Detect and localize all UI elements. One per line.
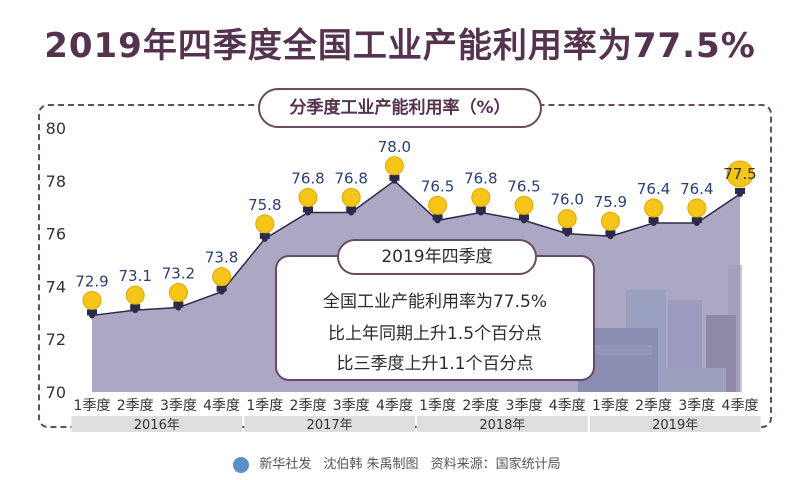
callout-line-3: 比三季度上升1.1个百分点: [336, 354, 534, 374]
x-tick-label-8: 1季度: [419, 398, 456, 414]
bulb-icon-9: [471, 187, 491, 207]
value-label-14: 76.4: [680, 180, 713, 198]
value-label-11: 76.0: [550, 191, 583, 209]
data-point-7: [391, 177, 398, 184]
data-point-2: [175, 304, 182, 311]
data-point-1: [132, 307, 139, 314]
x-tick-label-14: 3季度: [678, 398, 715, 414]
y-tick-label-0: 70: [46, 383, 66, 402]
data-point-11: [564, 230, 571, 237]
callout-line-1: 全国工业产能利用率为77.5%: [322, 292, 547, 312]
value-label-15: 77.5: [723, 165, 756, 183]
data-point-4: [261, 235, 268, 242]
x-tick-label-13: 2季度: [635, 398, 672, 414]
x-tick-label-4: 1季度: [246, 398, 283, 414]
callout-heading: 2019年四季度: [337, 239, 537, 275]
bulb-icon-4: [255, 214, 275, 234]
footer-authors: 沈伯韩 朱禹制图: [323, 457, 419, 472]
bulb-icon-6: [341, 187, 361, 207]
data-point-3: [218, 288, 225, 295]
value-label-7: 78.0: [378, 138, 411, 156]
data-point-9: [477, 209, 484, 216]
data-point-8: [434, 217, 441, 224]
data-point-13: [650, 220, 657, 227]
y-tick-label-1: 72: [46, 330, 66, 349]
year-band-3: [589, 416, 761, 432]
y-tick-label-5: 80: [46, 119, 66, 138]
data-point-0: [89, 312, 95, 319]
value-label-1: 73.1: [118, 267, 151, 285]
bulb-icon-7: [384, 156, 404, 176]
value-label-10: 76.5: [507, 177, 540, 195]
value-label-12: 75.9: [594, 193, 627, 211]
data-point-5: [305, 209, 311, 216]
bulb-icon-3: [212, 267, 232, 287]
summary-callout: 2019年四季度 全国工业产能利用率为77.5% 比上年同期上升1.5个百分点 …: [275, 239, 595, 381]
data-point-12: [607, 233, 614, 240]
bulb-icon-15: [726, 160, 754, 188]
xinhua-logo-icon: [233, 456, 250, 473]
bulb-icon-13: [644, 198, 664, 218]
value-label-0: 72.9: [75, 272, 108, 290]
bulb-icon-10: [514, 195, 534, 215]
year-band-0: [71, 416, 243, 432]
chart-subtitle: 分季度工业产能利用率（%）: [258, 88, 542, 128]
bulb-icon-8: [428, 195, 448, 215]
year-label-0: 2016年: [134, 418, 180, 433]
x-tick-label-9: 2季度: [462, 398, 499, 414]
bulb-icon-1: [125, 285, 145, 305]
x-tick-label-10: 3季度: [506, 398, 543, 414]
value-label-3: 73.8: [205, 249, 238, 267]
value-label-8: 76.5: [421, 177, 454, 195]
data-point-15: [737, 191, 743, 197]
bulb-icon-12: [600, 211, 620, 231]
x-tick-label-5: 2季度: [290, 398, 327, 414]
value-label-2: 73.2: [162, 265, 195, 283]
x-tick-label-3: 4季度: [203, 398, 240, 414]
x-tick-label-1: 2季度: [117, 398, 154, 414]
x-tick-label-2: 3季度: [160, 398, 197, 414]
bulb-icon-14: [687, 198, 707, 218]
year-label-1: 2017年: [307, 418, 353, 433]
footer-source: 资料来源：国家统计局: [430, 457, 561, 472]
x-tick-label-11: 4季度: [549, 398, 586, 414]
y-tick-label-2: 74: [46, 277, 66, 296]
year-label-2: 2018年: [479, 418, 525, 433]
chart-title: 2019年四季度全国工业产能利用率为77.5%: [44, 26, 756, 66]
year-label-3: 2019年: [652, 418, 698, 433]
bulb-icon-5: [298, 187, 318, 207]
value-label-13: 76.4: [637, 180, 670, 198]
x-tick-label-7: 4季度: [376, 398, 413, 414]
year-band-1: [244, 416, 415, 432]
footer-agency: 新华社发: [259, 457, 312, 472]
x-tick-label-12: 1季度: [592, 398, 629, 414]
value-label-4: 75.8: [248, 196, 281, 214]
bulb-icon-0: [82, 290, 102, 310]
data-point-10: [521, 217, 527, 224]
series-line: [91, 179, 741, 317]
year-band-2: [417, 416, 588, 432]
x-tick-label-15: 4季度: [722, 398, 759, 414]
bulb-icon-2: [168, 283, 188, 303]
y-tick-label-3: 76: [46, 225, 66, 244]
callout-line-2: 比上年同期上升1.5个百分点: [327, 324, 543, 344]
footer: 新华社发 沈伯韩 朱禹制图 资料来源：国家统计局: [0, 453, 800, 473]
data-point-6: [348, 209, 355, 216]
value-label-5: 76.8: [291, 169, 324, 187]
data-point-14: [693, 220, 700, 227]
x-tick-label-6: 3季度: [333, 398, 370, 414]
bulb-icon-11: [557, 209, 577, 229]
y-tick-label-4: 78: [46, 172, 66, 191]
x-tick-label-0: 1季度: [74, 398, 111, 414]
value-label-6: 76.8: [334, 169, 367, 187]
value-label-9: 76.8: [464, 169, 497, 187]
